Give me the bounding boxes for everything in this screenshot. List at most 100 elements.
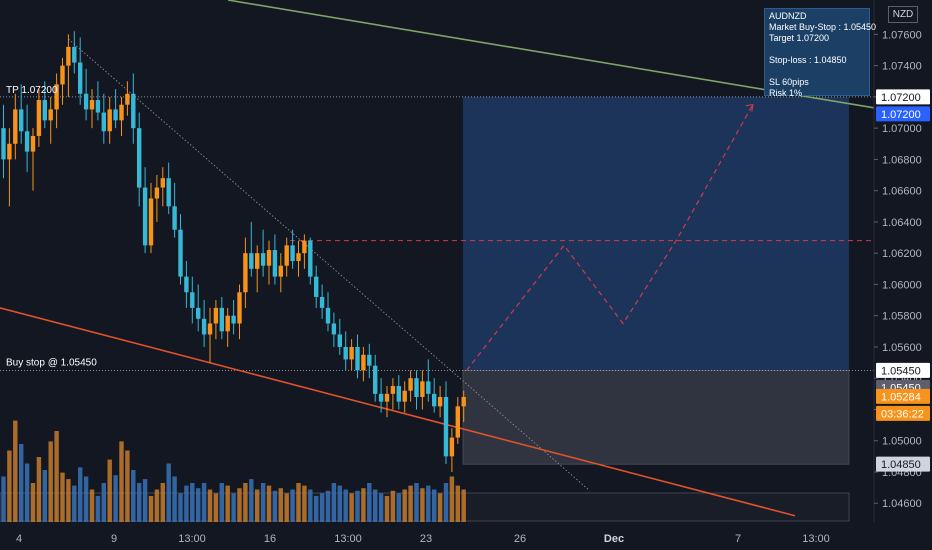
time-tick-label: 13:00 [334, 533, 362, 545]
price-tick-label: 1.07400 [882, 61, 922, 73]
candle-body [331, 323, 337, 335]
descending-trendline [68, 38, 589, 490]
volume-bar [225, 485, 230, 522]
volume-bar [325, 490, 331, 522]
time-tick-label: 9 [111, 533, 117, 545]
volume-bar [331, 483, 337, 522]
volume-bar [148, 496, 154, 522]
volume-bar [343, 489, 348, 522]
candle-body [302, 240, 307, 254]
volume-bar [461, 489, 466, 522]
candle-body [266, 250, 272, 266]
candle-body [207, 323, 213, 335]
candle-body [284, 245, 289, 266]
candle-body [160, 178, 165, 188]
volume-bar [13, 420, 18, 522]
candle-body [7, 143, 12, 160]
candle-body [19, 109, 24, 132]
volume-bar [455, 485, 460, 522]
candle-body [290, 245, 295, 261]
price-tick-label: 1.06600 [882, 186, 922, 198]
volume-bar [1, 476, 6, 522]
volume-bar [390, 490, 396, 522]
volume-bar [319, 493, 325, 522]
price-tick-label: 1.07600 [882, 29, 922, 41]
candles [1, 31, 466, 472]
volume-bar [154, 489, 160, 522]
volume-bar [231, 493, 236, 522]
volume-bar [125, 450, 130, 522]
countdown-tag: 03:36:22 [876, 405, 930, 421]
price-tick-label: 1.05000 [882, 436, 922, 448]
candle-body [30, 135, 36, 152]
projected-path [466, 104, 754, 371]
tp-tag-bg [876, 89, 930, 105]
tp-label: TP 1.07200 [6, 85, 58, 96]
volume-bar [131, 470, 136, 522]
volume-bar [48, 441, 53, 522]
candle-body [54, 84, 59, 110]
volume-bar [420, 488, 425, 522]
volume-bar [190, 483, 195, 522]
time-tick-label: 23 [420, 533, 432, 545]
candle-body [443, 396, 449, 457]
target-zone [463, 96, 849, 371]
candle-body [231, 315, 236, 324]
volume-bar [361, 488, 366, 522]
candle-body [437, 396, 443, 407]
stop-zone [462, 370, 850, 465]
candle-body [142, 187, 148, 246]
volume-bar [30, 483, 36, 522]
volume-bar [196, 488, 201, 522]
volume-bar [172, 476, 177, 522]
volume-bar [207, 489, 213, 522]
candle-body [60, 65, 65, 85]
candle-body [201, 318, 207, 335]
candle-body [66, 46, 71, 66]
candle-body [78, 62, 83, 94]
volume-bar [160, 483, 165, 522]
candle-body [166, 178, 171, 207]
volume-bar [432, 489, 437, 522]
currency-badge[interactable]: NZD [888, 6, 918, 23]
candle-body [373, 365, 378, 394]
countdown-tag-text: 03:36:22 [881, 408, 924, 420]
price-axis: 1.046001.048001.050001.052001.054001.056… [873, 0, 932, 550]
candle-body [378, 393, 384, 402]
volume-bar [449, 476, 455, 522]
volume-bar [302, 485, 307, 522]
tp-tag-secondary-text: 1.07200 [881, 109, 921, 121]
volume-bar [443, 483, 449, 522]
tp-tag-secondary-bg [876, 106, 930, 122]
current-price-tag-bg [876, 388, 930, 404]
volume-bar [426, 485, 431, 522]
candle-body [384, 393, 390, 402]
volume-bar [7, 450, 12, 522]
candle-body [72, 46, 77, 63]
volume-bar [408, 485, 413, 522]
stop-tag-text: 1.04850 [881, 459, 921, 471]
candle-body [249, 253, 254, 269]
candle-body [319, 296, 325, 308]
info-line: Target 1.07200 [769, 33, 830, 43]
candle-body [48, 109, 53, 121]
candle-body [154, 187, 160, 199]
stop-tag: 1.04850 [876, 456, 930, 472]
tp-tag: 1.07200 [876, 89, 930, 105]
volume-bar [349, 493, 354, 522]
volume-bar [83, 476, 89, 522]
candle-body [101, 112, 106, 132]
volume-bar [384, 496, 390, 522]
price-tick-label: 1.04600 [882, 498, 922, 510]
volume-bars [1, 420, 466, 522]
time-axis-background [0, 522, 932, 550]
info-line [769, 66, 865, 77]
volume-bar [437, 493, 443, 522]
candle-body [355, 346, 360, 371]
volume-bar [54, 431, 59, 522]
candle-body [349, 346, 354, 360]
volume-bar [219, 483, 224, 522]
info-line: SL 60pips [769, 77, 809, 87]
candle-body [390, 386, 396, 394]
candle-body [272, 250, 278, 277]
